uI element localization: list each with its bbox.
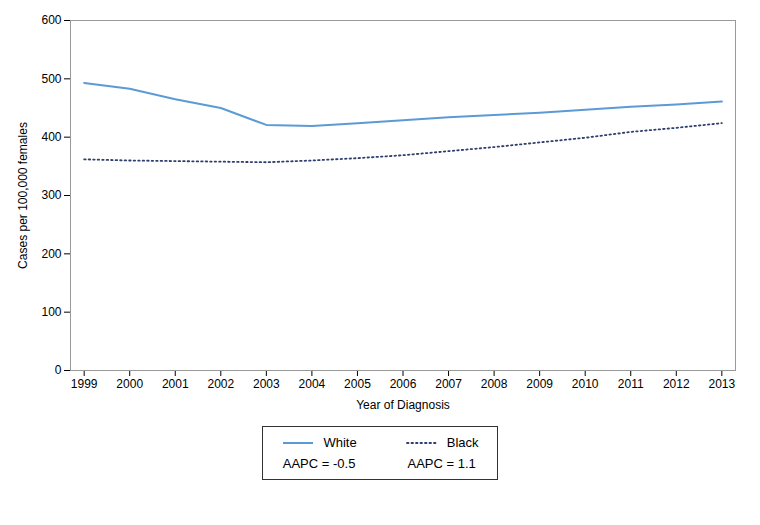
svg-text:2012: 2012 [663, 377, 690, 391]
html-text:AAPC = -0.5: AAPC = -0.5 [282, 456, 356, 471]
svg-text:0: 0 [55, 363, 62, 377]
svg-text:200: 200 [41, 247, 61, 261]
svg-text:2003: 2003 [253, 377, 280, 391]
svg-text:100: 100 [41, 305, 61, 319]
html-text:AAPC = 1.1: AAPC = 1.1 [407, 456, 476, 471]
svg-text:Cases per 100,000 females: Cases per 100,000 females [16, 122, 30, 269]
svg-text:2004: 2004 [299, 377, 326, 391]
svg-text:2007: 2007 [435, 377, 462, 391]
svg-text:1999: 1999 [71, 377, 98, 391]
svg-text:400: 400 [41, 130, 61, 144]
svg-text:Year of Diagnosis: Year of Diagnosis [356, 398, 450, 412]
html-text:Black: Black [446, 435, 479, 450]
svg-text:2002: 2002 [207, 377, 234, 391]
svg-text:2000: 2000 [116, 377, 143, 391]
svg-text:2006: 2006 [390, 377, 417, 391]
svg-text:2010: 2010 [572, 377, 599, 391]
svg-text:2013: 2013 [708, 377, 735, 391]
svg-text:500: 500 [41, 72, 61, 86]
svg-text:600: 600 [41, 13, 61, 27]
svg-text:2011: 2011 [618, 377, 644, 391]
svg-text:2009: 2009 [526, 377, 553, 391]
svg-text:2008: 2008 [481, 377, 508, 391]
svg-text:300: 300 [41, 188, 61, 202]
html-text:White: White [323, 435, 357, 450]
svg-text:2001: 2001 [162, 377, 189, 391]
svg-text:2005: 2005 [344, 377, 371, 391]
